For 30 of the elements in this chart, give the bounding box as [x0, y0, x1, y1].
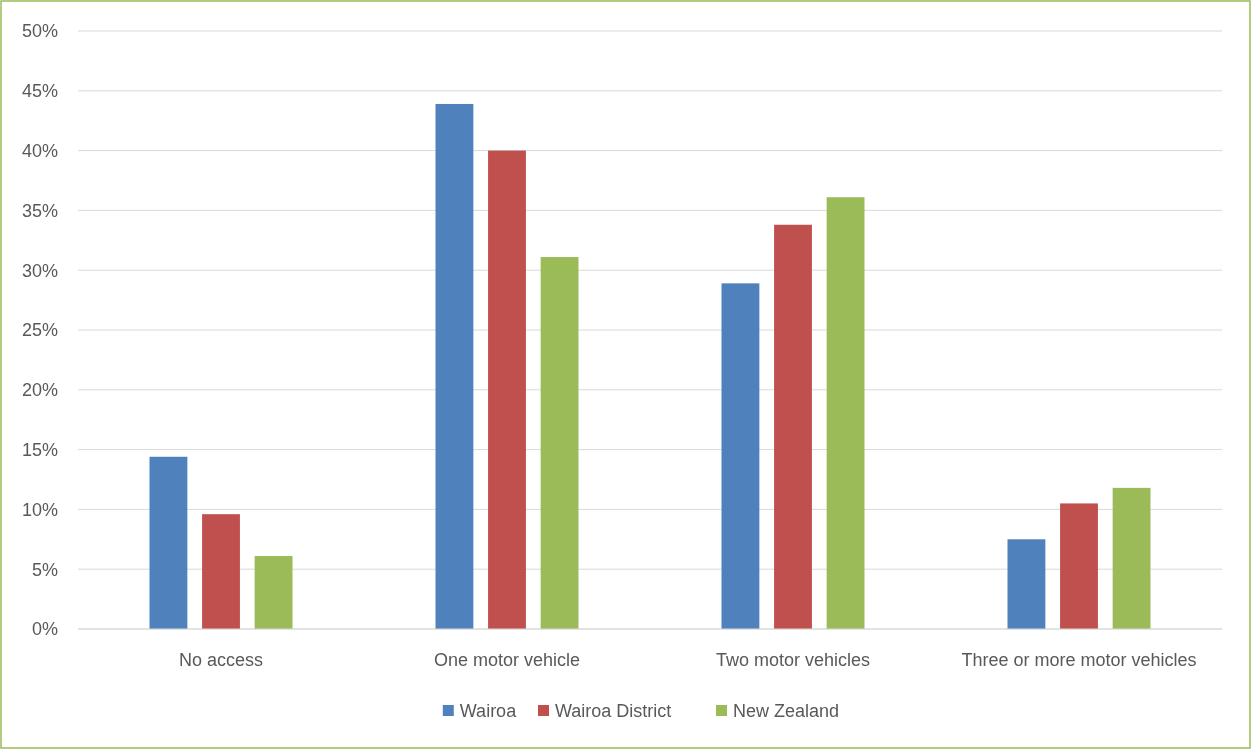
y-tick-label: 40%	[21, 140, 58, 161]
bar	[774, 224, 812, 629]
bar	[721, 283, 760, 629]
bar	[149, 456, 188, 629]
legend-label: New Zealand	[733, 701, 840, 722]
bar	[1112, 487, 1151, 629]
bar	[435, 103, 474, 629]
legend-label: Wairoa District	[555, 701, 672, 722]
y-tick-label: 25%	[21, 320, 58, 341]
bar	[1007, 539, 1046, 629]
y-tick-label: 50%	[21, 21, 58, 42]
bar	[202, 514, 240, 629]
y-tick-label: 35%	[21, 200, 58, 221]
legend-label: Wairoa	[459, 701, 518, 722]
x-tick-label: Two motor vehicles	[715, 650, 871, 670]
y-tick-label: 15%	[21, 439, 58, 460]
y-tick-label: 0%	[31, 619, 58, 640]
x-tick-label: Three or more motor vehicles	[961, 650, 1197, 670]
x-tick-label: No access	[178, 650, 264, 670]
y-tick-label: 30%	[21, 260, 58, 281]
y-tick-label: 45%	[21, 81, 58, 102]
y-tick-label: 5%	[31, 559, 58, 580]
x-tick-label: One motor vehicle	[433, 650, 581, 670]
bar	[254, 556, 293, 629]
y-tick-label: 10%	[21, 499, 58, 520]
bar	[488, 150, 526, 629]
y-tick-label: 20%	[21, 380, 58, 401]
bar	[540, 257, 579, 629]
bar	[826, 197, 865, 629]
bar	[1060, 503, 1098, 629]
